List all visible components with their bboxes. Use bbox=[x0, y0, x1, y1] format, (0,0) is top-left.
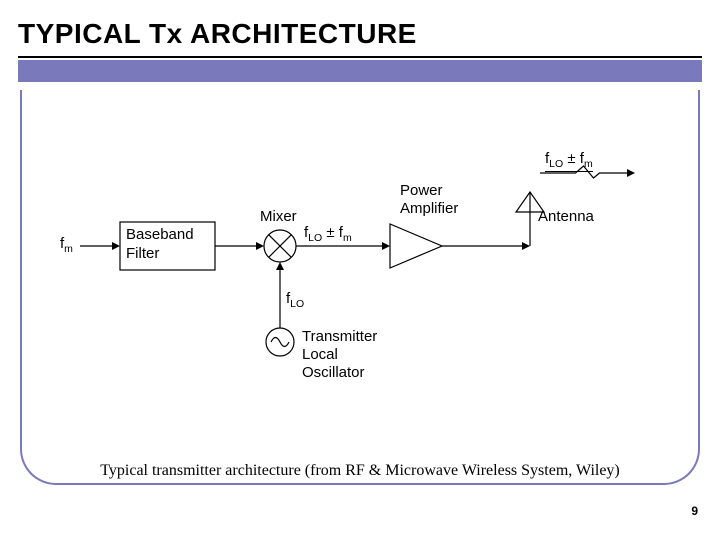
tx-architecture-diagram: fm BasebandFilter Mixer fLO ± fm PowerAmplif… bbox=[60, 150, 660, 410]
label-out_label: fLO ± fm bbox=[545, 150, 593, 172]
page-number: 9 bbox=[691, 504, 698, 518]
slide-title: TYPICAL Tx ARCHITECTURE bbox=[0, 0, 720, 56]
label-osc_label: TransmitterLocalOscillator bbox=[302, 328, 377, 382]
block-baseband: BasebandFilter bbox=[126, 226, 194, 264]
label-pa_label: PowerAmplifier bbox=[400, 182, 458, 218]
label-mixer_label: Mixer bbox=[260, 208, 297, 226]
divider-thick bbox=[18, 60, 702, 82]
label-antenna_label: Antenna bbox=[538, 208, 594, 226]
caption: Typical transmitter architecture (from R… bbox=[0, 462, 720, 480]
label-flo: fLO bbox=[286, 290, 304, 311]
label-fm_in: fm bbox=[60, 235, 73, 256]
divider-thin bbox=[18, 56, 702, 58]
label-flo_fm: fLO ± fm bbox=[304, 224, 352, 245]
